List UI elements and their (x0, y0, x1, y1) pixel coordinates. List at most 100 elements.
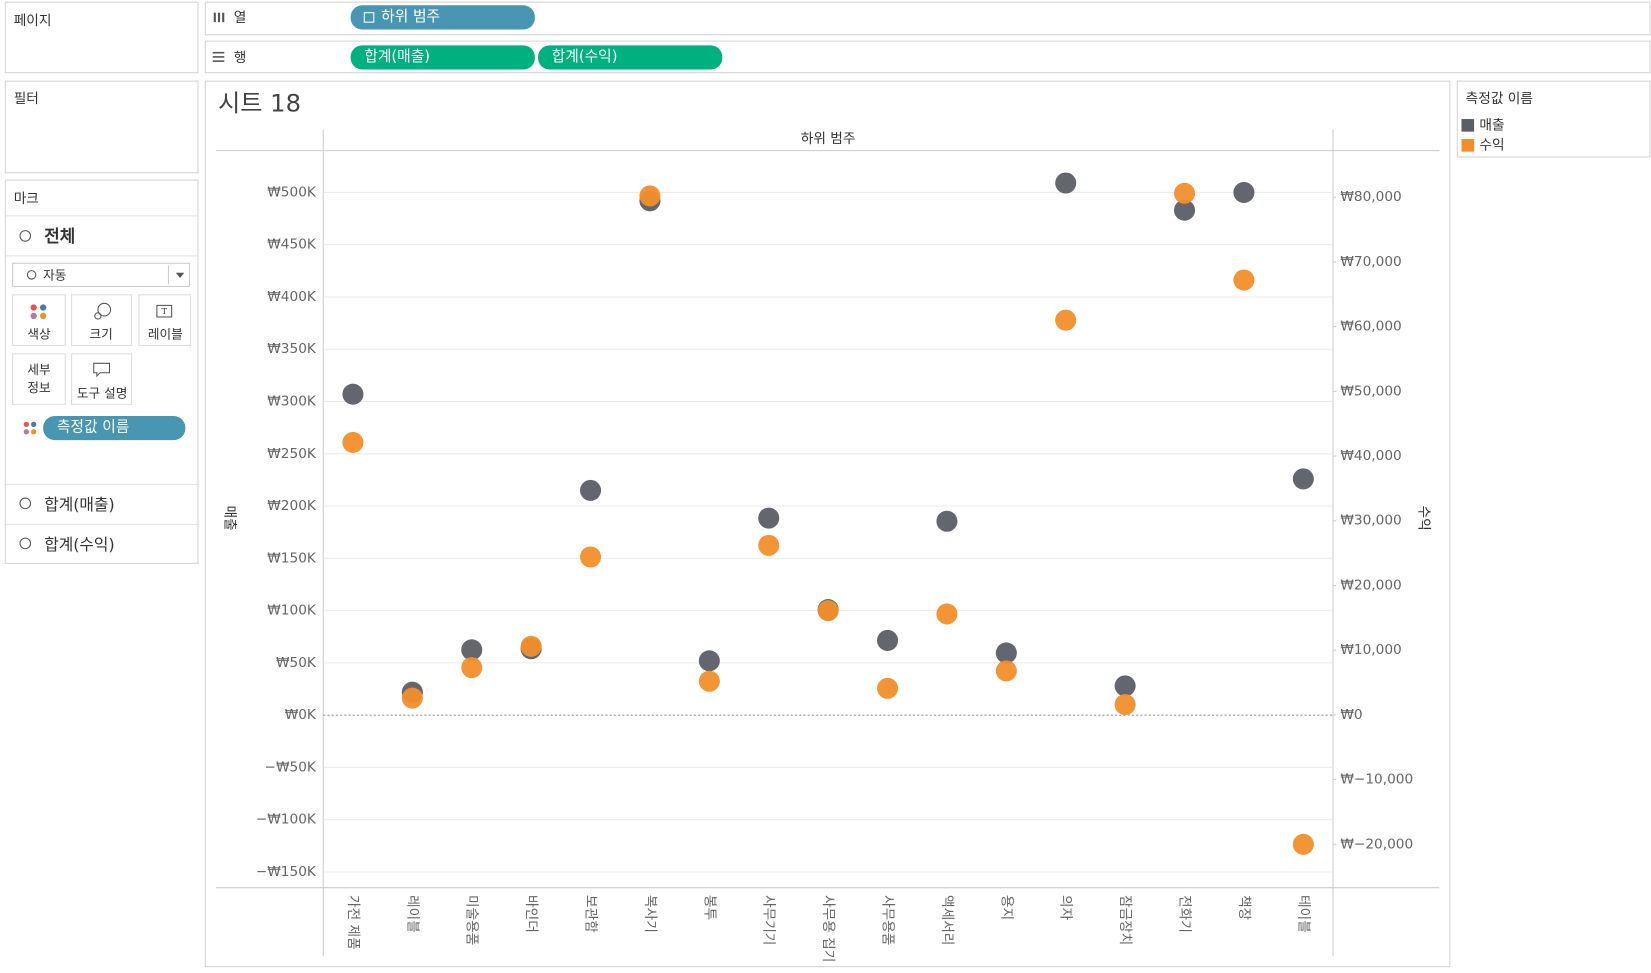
x-tick-label: 사무기기 (761, 895, 777, 945)
row-pill[interactable] (350, 45, 535, 70)
x-tick-label: 잠금장치 (1117, 895, 1133, 945)
dot (580, 546, 602, 568)
legend-title: 측정값 이름 (1466, 91, 1533, 107)
dot (817, 600, 839, 622)
color-label: 색상 (27, 326, 51, 341)
pages-panel (4, 1, 199, 74)
dot (1055, 309, 1077, 331)
y2-tick-label: ₩0 (1340, 707, 1362, 723)
pill-expand-icon (363, 12, 375, 23)
dot (698, 650, 720, 672)
y2-tick-label: ₩20,000 (1340, 577, 1401, 593)
detail-button[interactable] (12, 353, 66, 405)
y-tick-label: ₩250K (267, 446, 317, 462)
columns-icon (213, 12, 225, 23)
mark-type-dropdown[interactable] (12, 262, 191, 287)
dot (580, 479, 602, 501)
dot (1173, 199, 1196, 221)
y-axis-title: 매출 (222, 506, 238, 531)
y-tick-label: ₩0K (285, 707, 317, 723)
dot (936, 510, 958, 532)
y2-tick-label: ₩−20,000 (1340, 836, 1413, 852)
sheet-title: 시트 18 (218, 89, 301, 117)
y-tick-label: ₩50K (276, 655, 317, 671)
y2-tick-label: ₩−10,000 (1340, 772, 1413, 788)
dot (936, 603, 958, 625)
dot (995, 642, 1017, 664)
row-pill-label: 합계(수익) (552, 48, 618, 65)
dot (342, 431, 364, 453)
x-tick-label: 가전 제품 (345, 895, 361, 950)
mark-type-icon (26, 270, 37, 280)
x-tick-label: 봉투 (701, 895, 717, 920)
tooltip-label: 도구 설명 (77, 385, 127, 400)
y2-tick-label: ₩60,000 (1340, 319, 1401, 335)
dot (1114, 694, 1136, 716)
y-tick-label: ₩400K (267, 289, 317, 305)
dot (1292, 468, 1314, 490)
tooltip-button[interactable] (71, 353, 133, 405)
legend-swatch (1461, 119, 1475, 132)
radio[interactable] (19, 497, 32, 510)
x-tick-label: 레이블 (404, 895, 420, 933)
dot (461, 657, 483, 679)
dot (639, 185, 661, 207)
x-tick-label: 복사기 (642, 895, 658, 933)
detail-label: 세부 (27, 362, 50, 377)
y-tick-label: ₩150K (267, 550, 317, 566)
color-button[interactable] (12, 294, 66, 346)
y-tick-label: −₩100K (256, 812, 317, 828)
row-pill-label: 합계(매출) (364, 48, 430, 65)
tooltip-icon (93, 362, 111, 378)
pages-title: 페이지 (14, 13, 52, 29)
marks-title: 마크 (14, 191, 39, 207)
dot (461, 639, 483, 661)
column-pill[interactable] (350, 5, 535, 30)
x-tick-label: 보관함 (583, 895, 599, 933)
dot (401, 687, 423, 709)
label-label: 레이블 (148, 326, 183, 341)
x-tick-label: 사무용 집기 (820, 895, 836, 962)
label-button[interactable] (138, 294, 192, 346)
x-header: 하위 범주 (801, 131, 856, 147)
dot (995, 660, 1017, 682)
y2-tick-label: ₩80,000 (1340, 189, 1401, 205)
size-icon (94, 302, 112, 320)
columns-label: 열 (234, 10, 247, 26)
column-pill-label: 하위 범주 (381, 8, 440, 25)
dot (698, 670, 720, 692)
size-label: 크기 (89, 326, 112, 341)
x-tick-label: 액세서리 (939, 895, 955, 945)
y-tick-label: ₩450K (267, 237, 317, 253)
x-tick-label: 용지 (998, 895, 1014, 920)
y-tick-label: ₩200K (267, 498, 317, 514)
radio[interactable] (19, 230, 32, 242)
x-tick-label: 책장 (1236, 895, 1252, 921)
dot (877, 677, 899, 699)
measure-color-icon (23, 421, 37, 435)
color-icon (30, 304, 47, 320)
marks-card: 합계(수익) (44, 535, 114, 554)
radio[interactable] (19, 537, 32, 550)
legend-swatch (1461, 139, 1475, 152)
rows-icon (212, 51, 225, 62)
dropdown-arrow (175, 272, 185, 279)
marks-pill[interactable] (43, 415, 186, 441)
y2-tick-label: ₩10,000 (1340, 642, 1401, 658)
row-pill[interactable] (538, 45, 723, 70)
y-tick-label: −₩150K (256, 864, 317, 880)
y-tick-label: ₩500K (267, 184, 317, 200)
mark-type: 자동 (43, 267, 66, 282)
x-tick-label: 사무용품 (880, 895, 896, 945)
filters-title: 필터 (14, 91, 39, 107)
x-tick-label: 바인더 (523, 895, 539, 933)
marks-all: 전체 (44, 226, 75, 246)
y-tick-label: −₩50K (265, 759, 317, 775)
filters-panel (4, 80, 199, 174)
dot (1173, 182, 1196, 204)
dot (758, 507, 780, 529)
dot (877, 629, 899, 651)
dot (1055, 172, 1077, 194)
x-tick-label: 전화기 (1177, 895, 1193, 933)
dot (758, 534, 780, 556)
